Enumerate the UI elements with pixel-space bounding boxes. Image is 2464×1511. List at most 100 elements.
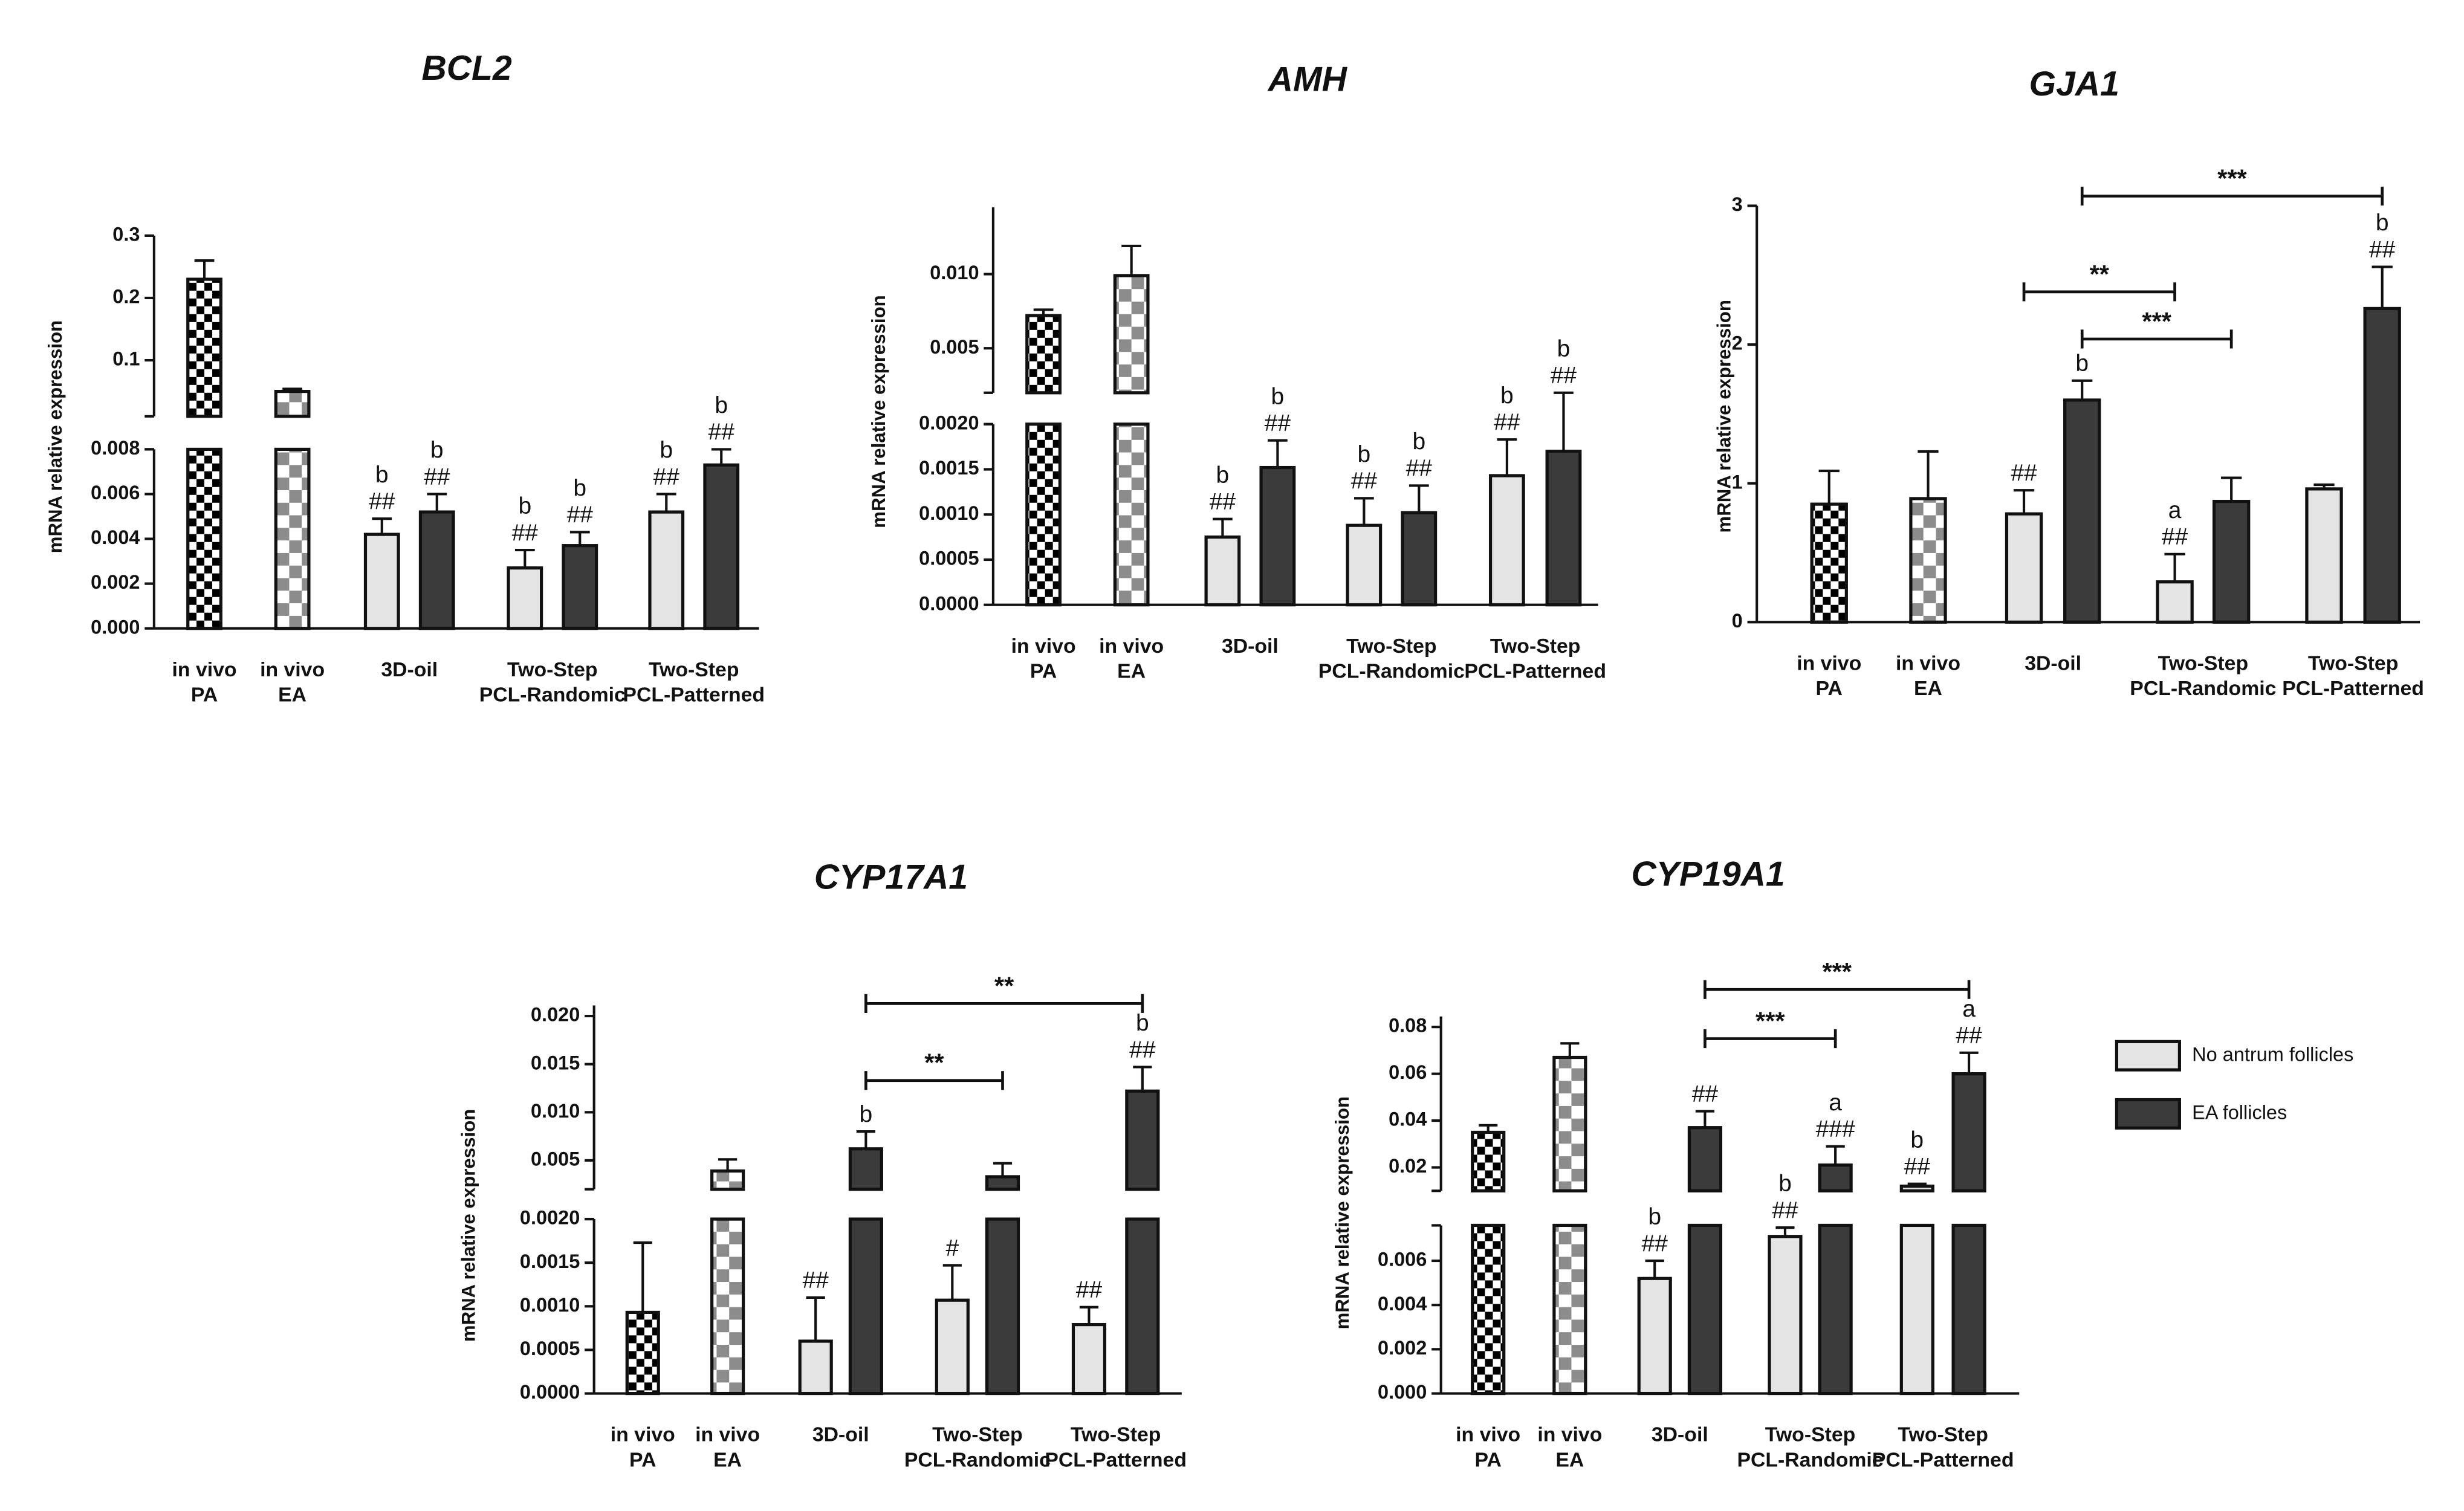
x-tick-label: PCL-Randomic [1737,1448,1883,1471]
y-tick-label: 0.08 [1389,1015,1427,1037]
y-tick-label: 0.3 [112,223,140,245]
bar [1951,1223,1986,1396]
legend: No antrum follicles EA follicles [2115,1040,2353,1130]
significance-label: b [1216,462,1230,488]
significance-label: ## [1904,1154,1931,1180]
bar [985,1217,1020,1396]
x-tick-label: in vivo [1099,635,1164,658]
y-tick-label: 0.0010 [919,502,979,524]
legend-swatch [2115,1040,2181,1072]
bar [1552,1223,1587,1396]
x-tick-label: in vivo [1456,1423,1520,1446]
y-tick-label: 0 [1732,610,1743,632]
bracket-label: *** [2142,307,2171,335]
legend-label: EA follicles [2192,1101,2287,1123]
x-tick-label: PA [1474,1448,1501,1471]
x-tick-label: 3D-oil [812,1423,869,1446]
bar [1899,1223,1934,1396]
y-tick-label: 0.0010 [520,1294,580,1316]
bar [1552,1055,1587,1192]
bar [648,510,685,630]
legend-label: No antrum follicles [2192,1043,2353,1065]
bar [1471,1223,1506,1396]
y-axis-label: mRNA relative expression [45,320,66,553]
y-tick-label: 0.0020 [520,1207,580,1229]
x-tick-label: PCL-Randomic [2130,677,2276,700]
significance-label: ## [1351,468,1378,494]
x-tick-label: PCL-Patterned [1045,1448,1187,1471]
significance-label: ## [1129,1037,1156,1063]
x-tick-label: PA [629,1448,656,1471]
significance-label: a [1829,1090,1842,1116]
significance-label: b [518,493,531,519]
x-tick-label: 3D-oil [2025,652,2081,675]
y-tick-label: 0.0005 [520,1338,580,1359]
bar [710,1169,745,1191]
x-tick-label: Two-Step [2308,652,2398,675]
x-tick-label: Two-Step [1898,1423,1988,1446]
significance-label: ## [1494,410,1520,436]
bracket-label: *** [1756,1007,1785,1035]
x-tick-label: Two-Step [507,658,597,681]
panel: CYP17A1 mRNA relative expression 0.0000 0.0… [458,858,1187,1472]
significance-label: ## [1956,1023,1982,1049]
significance-label: ## [1692,1081,1719,1107]
significance-label: b [1500,383,1514,409]
x-tick-label: in vivo [172,658,237,681]
bar [363,532,400,630]
bracket-label: ** [2090,260,2110,288]
significance-label: ## [2162,524,2188,550]
x-tick-label: PA [1816,677,1843,700]
y-tick-label: 0.006 [91,482,140,503]
bar [1071,1323,1107,1396]
y-tick-label: 0.010 [930,262,979,283]
significance-label: b [1910,1127,1924,1153]
x-tick-label: 3D-oil [1652,1423,1708,1446]
significance-label: ## [708,419,735,445]
x-tick-label: Two-Step [649,658,739,681]
significance-label: ## [424,464,450,490]
bar [1204,535,1241,607]
x-tick-label: EA [1914,677,1942,700]
x-tick-label: PCL-Patterned [623,683,765,706]
bar [703,463,740,630]
significance-label: ## [1642,1231,1668,1257]
chart-title: CYP19A1 [1631,855,1785,894]
bar [2212,499,2251,624]
significance-label: ## [1076,1277,1103,1303]
y-tick-label: 0.06 [1389,1061,1427,1083]
y-axis-label: mRNA relative expression [458,1109,479,1342]
significance-label: ## [1265,410,1291,436]
x-tick-label: in vivo [1797,652,1861,675]
x-tick-label: in vivo [695,1423,760,1446]
significance-label: a [2168,497,2182,523]
significance-label: ## [1551,363,1577,389]
y-tick-label: 0.002 [91,571,140,593]
significance-label: ## [369,489,395,515]
bar [1899,1184,1934,1192]
bar [1471,1130,1506,1192]
bar [562,544,598,630]
significance-label: b [715,393,728,419]
bar [1951,1072,1986,1192]
bracket-label: ** [924,1049,944,1077]
y-tick-label: 0.1 [112,348,140,370]
significance-label: ## [1406,456,1433,482]
significance-label: b [1412,429,1425,455]
y-axis-label: mRNA relative expression [868,295,889,528]
x-tick-label: PA [1030,659,1057,682]
significance-label: ### [1816,1116,1855,1142]
x-tick-label: 3D-oil [1222,635,1279,658]
y-axis-label: mRNA relative expression [1713,300,1734,532]
x-tick-label: EA [713,1448,742,1471]
y-tick-label: 3 [1732,193,1743,215]
legend-swatch [2115,1098,2181,1130]
x-tick-label: PCL-Randomic [1318,659,1465,682]
significance-label: b [430,438,444,464]
bar [798,1339,833,1396]
bar [848,1217,883,1396]
y-tick-label: 0.000 [91,616,140,638]
bar [1545,450,1582,607]
